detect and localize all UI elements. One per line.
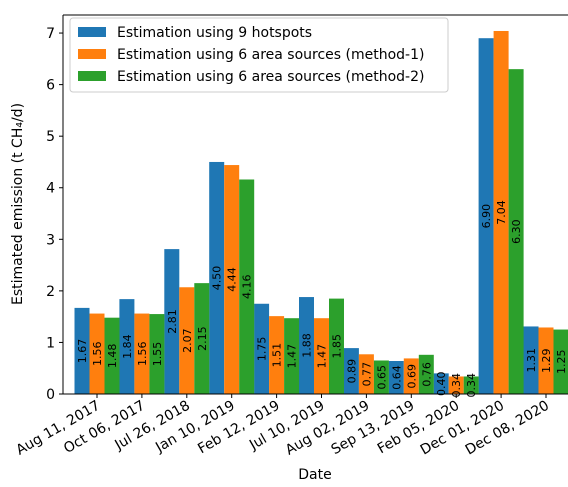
bar xyxy=(164,249,180,394)
bar xyxy=(239,179,255,394)
legend-swatch xyxy=(78,27,106,37)
value-label: 6.30 xyxy=(510,219,523,244)
bar xyxy=(448,376,464,394)
value-label: 1.56 xyxy=(91,342,104,367)
value-label: 1.85 xyxy=(331,334,344,359)
value-label: 0.40 xyxy=(435,371,448,396)
bar xyxy=(523,326,539,394)
value-label: 1.55 xyxy=(151,342,164,367)
bar xyxy=(343,348,359,394)
bar xyxy=(194,283,210,394)
y-tick-label: 4 xyxy=(46,181,55,197)
bar xyxy=(119,299,135,394)
value-label: 2.07 xyxy=(181,328,194,353)
bar xyxy=(314,318,329,394)
y-tick-label: 1 xyxy=(46,335,55,351)
bar xyxy=(209,161,225,394)
bar xyxy=(493,30,509,394)
value-label: 4.16 xyxy=(241,274,254,299)
value-label: 0.77 xyxy=(360,362,373,387)
value-label: 0.76 xyxy=(420,362,433,387)
bar xyxy=(149,314,165,394)
legend-label: Estimation using 9 hotspots xyxy=(117,25,312,41)
value-label: 0.65 xyxy=(375,365,388,390)
bar xyxy=(104,317,120,394)
bar xyxy=(254,303,270,394)
value-label: 0.89 xyxy=(345,359,358,384)
bar xyxy=(358,354,374,394)
value-label: 1.56 xyxy=(136,342,149,367)
bar xyxy=(463,376,479,394)
y-tick-label: 7 xyxy=(46,26,55,42)
bar xyxy=(179,287,195,394)
y-tick-label: 3 xyxy=(46,232,55,248)
value-label: 1.47 xyxy=(316,344,329,369)
legend-label: Estimation using 6 area sources (method-… xyxy=(117,69,424,85)
value-label: 0.34 xyxy=(465,373,478,398)
value-label: 0.34 xyxy=(450,373,463,398)
bar xyxy=(329,298,344,394)
value-label: 1.51 xyxy=(271,343,284,368)
legend-swatch xyxy=(78,49,106,59)
value-label: 1.47 xyxy=(286,344,299,369)
value-label: 1.75 xyxy=(256,337,269,362)
bar xyxy=(89,313,105,394)
value-label: 2.81 xyxy=(166,309,179,334)
bar xyxy=(373,360,389,394)
bar xyxy=(299,297,314,394)
value-label: 4.50 xyxy=(211,266,224,291)
y-tick-label: 6 xyxy=(46,78,55,94)
bar xyxy=(553,329,568,394)
y-tick-label: 0 xyxy=(46,387,55,403)
bar xyxy=(478,38,494,395)
value-label: 1.29 xyxy=(540,348,553,373)
value-label: 0.64 xyxy=(390,365,403,390)
value-label: 7.04 xyxy=(495,200,508,225)
bar xyxy=(269,316,285,394)
y-tick-label: 2 xyxy=(46,284,55,300)
value-label: 1.25 xyxy=(555,350,568,375)
legend: Estimation using 9 hotspots Estimation us… xyxy=(69,17,449,93)
bar xyxy=(403,358,419,394)
legend-swatch xyxy=(78,71,106,81)
value-label: 1.88 xyxy=(301,333,314,358)
bar xyxy=(224,165,240,394)
value-label: 1.84 xyxy=(121,334,134,359)
legend-box xyxy=(69,17,449,93)
value-label: 4.44 xyxy=(226,267,239,292)
value-label: 1.48 xyxy=(106,344,119,369)
x-axis-label: Date xyxy=(298,467,331,483)
bar xyxy=(538,327,554,394)
legend-label: Estimation using 6 area sources (method-… xyxy=(117,47,424,63)
bar xyxy=(134,313,150,394)
value-label: 6.90 xyxy=(480,204,493,229)
value-label: 2.15 xyxy=(196,326,209,351)
bar xyxy=(508,69,524,395)
value-label: 1.31 xyxy=(525,348,538,373)
bar xyxy=(284,318,300,394)
bar xyxy=(74,307,90,394)
y-axis-label: Estimated emission (t CH₄/d) xyxy=(10,103,26,305)
bar xyxy=(418,354,434,394)
bar xyxy=(388,360,404,394)
value-label: 0.69 xyxy=(405,364,418,389)
y-tick-label: 5 xyxy=(46,129,55,145)
value-label: 1.67 xyxy=(76,339,89,364)
bar xyxy=(433,373,449,394)
